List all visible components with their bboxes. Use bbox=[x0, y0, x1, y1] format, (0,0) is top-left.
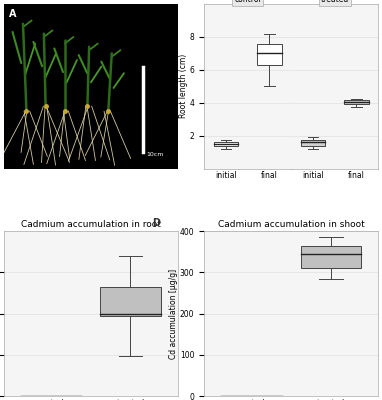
Bar bbox=[214, 142, 238, 146]
Text: A: A bbox=[9, 9, 16, 19]
Text: 10cm: 10cm bbox=[147, 152, 164, 157]
Bar bbox=[301, 140, 325, 146]
Bar bbox=[301, 246, 361, 268]
Y-axis label: Cd accumulation [µg/g]: Cd accumulation [µg/g] bbox=[169, 268, 178, 359]
Title: control: control bbox=[234, 0, 261, 4]
Y-axis label: Root length (cm): Root length (cm) bbox=[179, 54, 188, 118]
Title: Cadmium accumulation in root: Cadmium accumulation in root bbox=[21, 220, 161, 229]
Title: treated: treated bbox=[320, 0, 349, 4]
Title: Cadmium accumulation in shoot: Cadmium accumulation in shoot bbox=[218, 220, 364, 229]
Bar bbox=[344, 100, 369, 104]
Bar bbox=[100, 287, 160, 316]
Bar bbox=[257, 44, 282, 65]
Text: D: D bbox=[152, 218, 160, 228]
